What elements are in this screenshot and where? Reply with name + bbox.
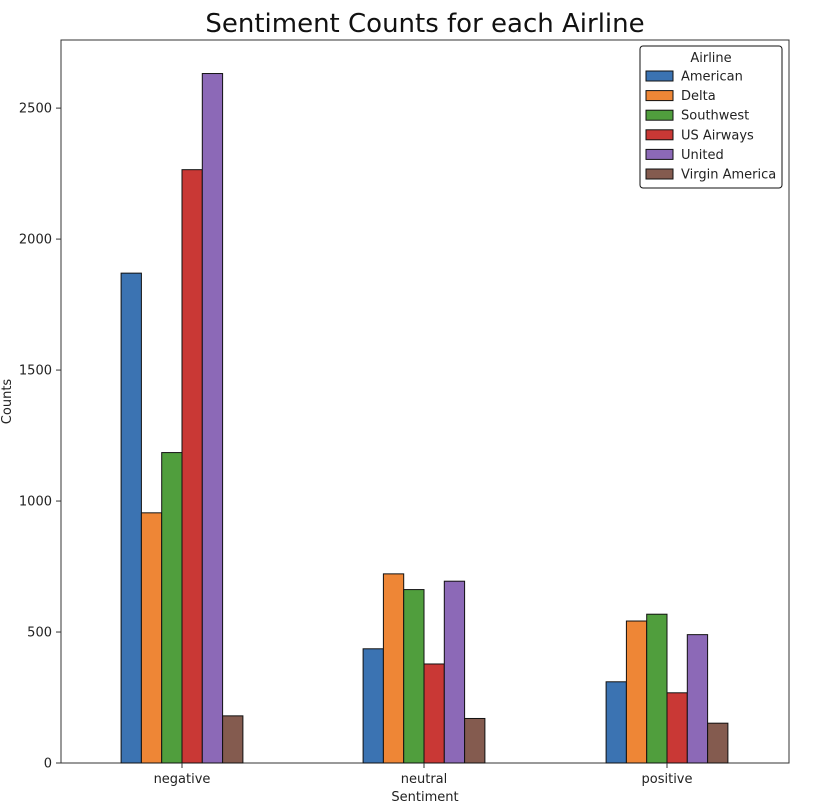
legend: Airline American Delta Southwest US Airways U… <box>639 45 783 189</box>
bar-neutral-southwest <box>403 589 425 764</box>
bar-positive-virgin-america <box>707 722 729 764</box>
legend-label-delta: Delta <box>681 89 716 104</box>
legend-label-southwest: Southwest <box>681 109 749 124</box>
bar-positive-american <box>605 681 627 764</box>
x-tick-label-neutral: neutral <box>401 772 448 787</box>
x-tick-label-positive: positive <box>642 772 693 787</box>
bar-positive-us-airways <box>666 692 688 764</box>
bar-neutral-american <box>362 648 384 764</box>
x-axis: negative neutral positive <box>154 763 693 787</box>
legend-swatch-delta <box>645 90 674 102</box>
chart-title: Sentiment Counts for each Airline <box>205 9 644 39</box>
bar-neutral-delta <box>382 573 405 764</box>
legend-swatch-united <box>645 148 674 160</box>
legend-label-united: United <box>681 148 724 163</box>
bar-positive-united <box>686 634 709 764</box>
y-tick-label: 0 <box>44 757 52 772</box>
legend-swatch-southwest <box>645 109 674 121</box>
y-tick-label: 500 <box>27 626 52 641</box>
legend-label-us-airways: US Airways <box>681 128 754 143</box>
bars-layer <box>120 73 729 764</box>
y-tick-label: 1500 <box>19 364 52 379</box>
bar-positive-delta <box>625 620 648 764</box>
x-axis-label: Sentiment <box>391 790 458 805</box>
legend-title: Airline <box>690 51 731 66</box>
x-tick-label-negative: negative <box>154 772 211 787</box>
bar-negative-southwest <box>161 452 183 764</box>
bar-negative-virgin-america <box>222 715 244 764</box>
y-axis: 0 500 1000 1500 2000 2500 <box>19 102 61 772</box>
legend-label-american: American <box>681 70 743 85</box>
y-tick-label: 2500 <box>19 102 52 117</box>
y-tick-label: 1000 <box>19 495 52 510</box>
bar-neutral-us-airways <box>423 663 445 764</box>
bar-positive-southwest <box>646 613 668 764</box>
y-tick-label: 2000 <box>19 233 52 248</box>
bar-negative-united <box>201 73 224 764</box>
bar-neutral-virgin-america <box>464 717 486 764</box>
bar-neutral-united <box>443 580 466 764</box>
legend-label-virgin-america: Virgin America <box>681 168 776 183</box>
legend-swatch-american <box>645 70 674 82</box>
legend-box <box>639 45 783 189</box>
legend-swatch-us-airways <box>645 129 674 141</box>
bar-negative-delta <box>140 512 163 764</box>
bar-negative-american <box>120 272 142 764</box>
y-axis-label: Counts <box>0 379 15 425</box>
bar-negative-us-airways <box>181 169 203 764</box>
legend-swatch-virgin-america <box>645 168 674 180</box>
